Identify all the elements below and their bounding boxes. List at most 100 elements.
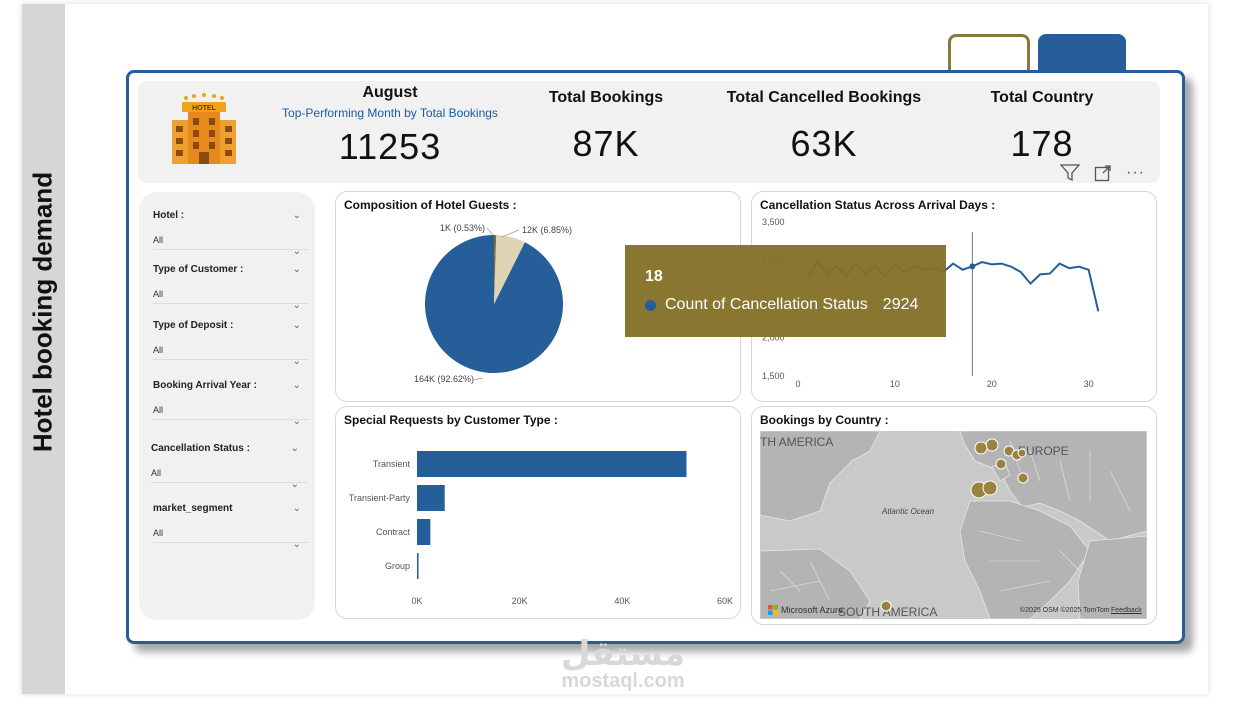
slicer-label: Type of Customer : (153, 264, 244, 275)
line-point[interactable] (969, 263, 976, 270)
slicer-label: Type of Deposit : (153, 320, 234, 331)
slicer-arrival-year[interactable]: Booking Arrival Year : ⌄ All ⌄ (153, 380, 309, 427)
sidebar-band (22, 4, 65, 694)
watermark-arabic: مستقل (560, 635, 686, 673)
map-label-europe: EUROPE (1018, 444, 1069, 458)
slicer-label: Cancellation Status : (151, 443, 250, 454)
bookings-map-visual[interactable]: Bookings by Country : TH AMERIC (751, 406, 1157, 625)
y-tick-label: 1,500 (762, 371, 785, 381)
chevron-down-icon[interactable]: ⌄ (290, 443, 299, 454)
map-label-south-america: SOUTH AMERICA (838, 605, 938, 619)
kpi-total-cancelled: Total Cancelled Bookings 63K (714, 89, 934, 165)
map-credit-left: Microsoft Azure (768, 605, 843, 615)
pie-slice-label: 164K (92.62%) (414, 374, 474, 384)
visual-title: Cancellation Status Across Arrival Days … (760, 198, 996, 212)
kpi-total-bookings: Total Bookings 87K (520, 89, 692, 165)
country-bubble[interactable] (880, 600, 892, 612)
slicer-value[interactable]: All (153, 235, 309, 250)
microsoft-logo-icon (768, 605, 778, 615)
chevron-down-icon[interactable]: ⌄ (290, 479, 299, 490)
pie-leader-line (486, 227, 494, 236)
slicer-deposit-type[interactable]: Type of Deposit : ⌄ All ⌄ (153, 320, 309, 367)
chevron-down-icon[interactable]: ⌄ (292, 210, 301, 221)
kpi-cancelled-value: 63K (790, 123, 858, 164)
kpi-month-label: August (362, 84, 418, 101)
focus-mode-icon[interactable] (1094, 164, 1112, 182)
pie-chart: 164K (92.62%) 1K (0.53%) 12K (6.85%) (414, 223, 572, 384)
country-bubble[interactable] (995, 458, 1007, 470)
country-bubble[interactable] (1017, 448, 1027, 458)
chevron-down-icon[interactable]: ⌄ (292, 539, 301, 550)
chevron-down-icon[interactable]: ⌄ (292, 416, 301, 427)
country-bubble[interactable] (1017, 472, 1029, 484)
country-bubble[interactable] (982, 480, 998, 496)
country-bubble[interactable] (974, 441, 988, 455)
x-tick-label: 30 (1084, 379, 1094, 389)
bar[interactable] (417, 451, 687, 477)
map-copyright: ©2025 OSM ©2025 TomTom (1020, 607, 1110, 614)
pie-slice-label: 12K (6.85%) (522, 225, 572, 235)
slicer-market-segment[interactable]: market_segment ⌄ All ⌄ (153, 503, 309, 550)
hotel-building-icon: HOTEL (172, 93, 236, 164)
slicer-value[interactable]: All (153, 528, 309, 543)
chevron-down-icon[interactable]: ⌄ (292, 246, 301, 257)
slicer-label: Hotel : (153, 210, 185, 221)
bar-category-label: Transient-Party (349, 493, 411, 503)
slicer-value[interactable]: All (153, 345, 309, 360)
pie-leader-line (501, 229, 520, 238)
map-feedback-link[interactable]: Feedback (1111, 607, 1142, 614)
chevron-down-icon[interactable]: ⌄ (292, 380, 301, 391)
bar-category-label: Transient (373, 459, 411, 469)
map-label-north-america: TH AMERICA (760, 435, 834, 449)
bar[interactable] (417, 553, 419, 579)
pie-slice[interactable] (494, 235, 497, 304)
y-tick-label: 2,000 (762, 333, 785, 343)
slicer-cancellation-status[interactable]: Cancellation Status : ⌄ All ⌄ (151, 443, 307, 490)
pie-leader-line (473, 377, 484, 381)
x-tick-label: 20 (987, 379, 997, 389)
country-bubble[interactable] (985, 438, 999, 452)
tooltip-value: 2924 (882, 296, 919, 313)
filter-icon[interactable] (1060, 164, 1080, 182)
slicer-value[interactable]: All (151, 468, 307, 483)
slicer-value[interactable]: All (153, 405, 309, 420)
special-requests-visual[interactable]: Special Requests by Customer Type : Tran… (335, 406, 741, 619)
map-bubbles (880, 438, 1029, 612)
more-options-icon[interactable]: ··· (1126, 164, 1145, 181)
tooltip-header: 18 (645, 268, 663, 285)
visual-title: Bookings by Country : (760, 413, 889, 427)
map-credit-text: Microsoft Azure (781, 605, 844, 615)
y-tick-label: 3,500 (762, 217, 785, 227)
kpi-top-month: August Top-Performing Month by Total Boo… (270, 84, 510, 168)
pie-slice-label: 1K (0.53%) (440, 223, 485, 233)
map-canvas[interactable]: TH AMERICA EUROPE Atlantic Ocean SOUTH A… (760, 431, 1147, 619)
bar[interactable] (417, 485, 445, 511)
series-dot-icon (645, 299, 656, 311)
chevron-down-icon[interactable]: ⌄ (292, 503, 301, 514)
watermark: مستقل mostaql.com (548, 634, 698, 693)
bar-category-label: Contract (376, 527, 411, 537)
slicer-panel: Hotel : ⌄ All ⌄ Type of Customer : ⌄ All… (139, 192, 315, 620)
kpi-cancelled-label: Total Cancelled Bookings (726, 89, 922, 106)
visual-header-tools: ··· (1060, 164, 1145, 182)
slicer-value[interactable]: All (153, 289, 309, 304)
chevron-down-icon[interactable]: ⌄ (292, 320, 301, 331)
bar[interactable] (417, 519, 431, 545)
chevron-down-icon[interactable]: ⌄ (292, 356, 301, 367)
bar-chart: Transient Transient-Party Contract Group 0K 2… (349, 451, 733, 606)
chevron-down-icon[interactable]: ⌄ (292, 264, 301, 275)
bar-category-label: Group (385, 561, 410, 571)
pie-slice[interactable] (494, 235, 525, 304)
kpi-bookings-label: Total Bookings (548, 89, 664, 106)
tooltip-row: Count of Cancellation Status 2924 (645, 296, 918, 314)
watermark-latin: mostaql.com (561, 670, 685, 692)
chevron-down-icon[interactable]: ⌄ (292, 300, 301, 311)
slicer-hotel[interactable]: Hotel : ⌄ All ⌄ (153, 210, 309, 257)
slicer-customer-type[interactable]: Type of Customer : ⌄ All ⌄ (153, 264, 309, 311)
x-tick-label: 0K (411, 596, 422, 606)
x-tick-label: 20K (512, 596, 528, 606)
kpi-month-value: 11253 (338, 126, 442, 167)
kpi-total-country: Total Country 178 (960, 89, 1124, 165)
x-tick-label: 10 (890, 379, 900, 389)
